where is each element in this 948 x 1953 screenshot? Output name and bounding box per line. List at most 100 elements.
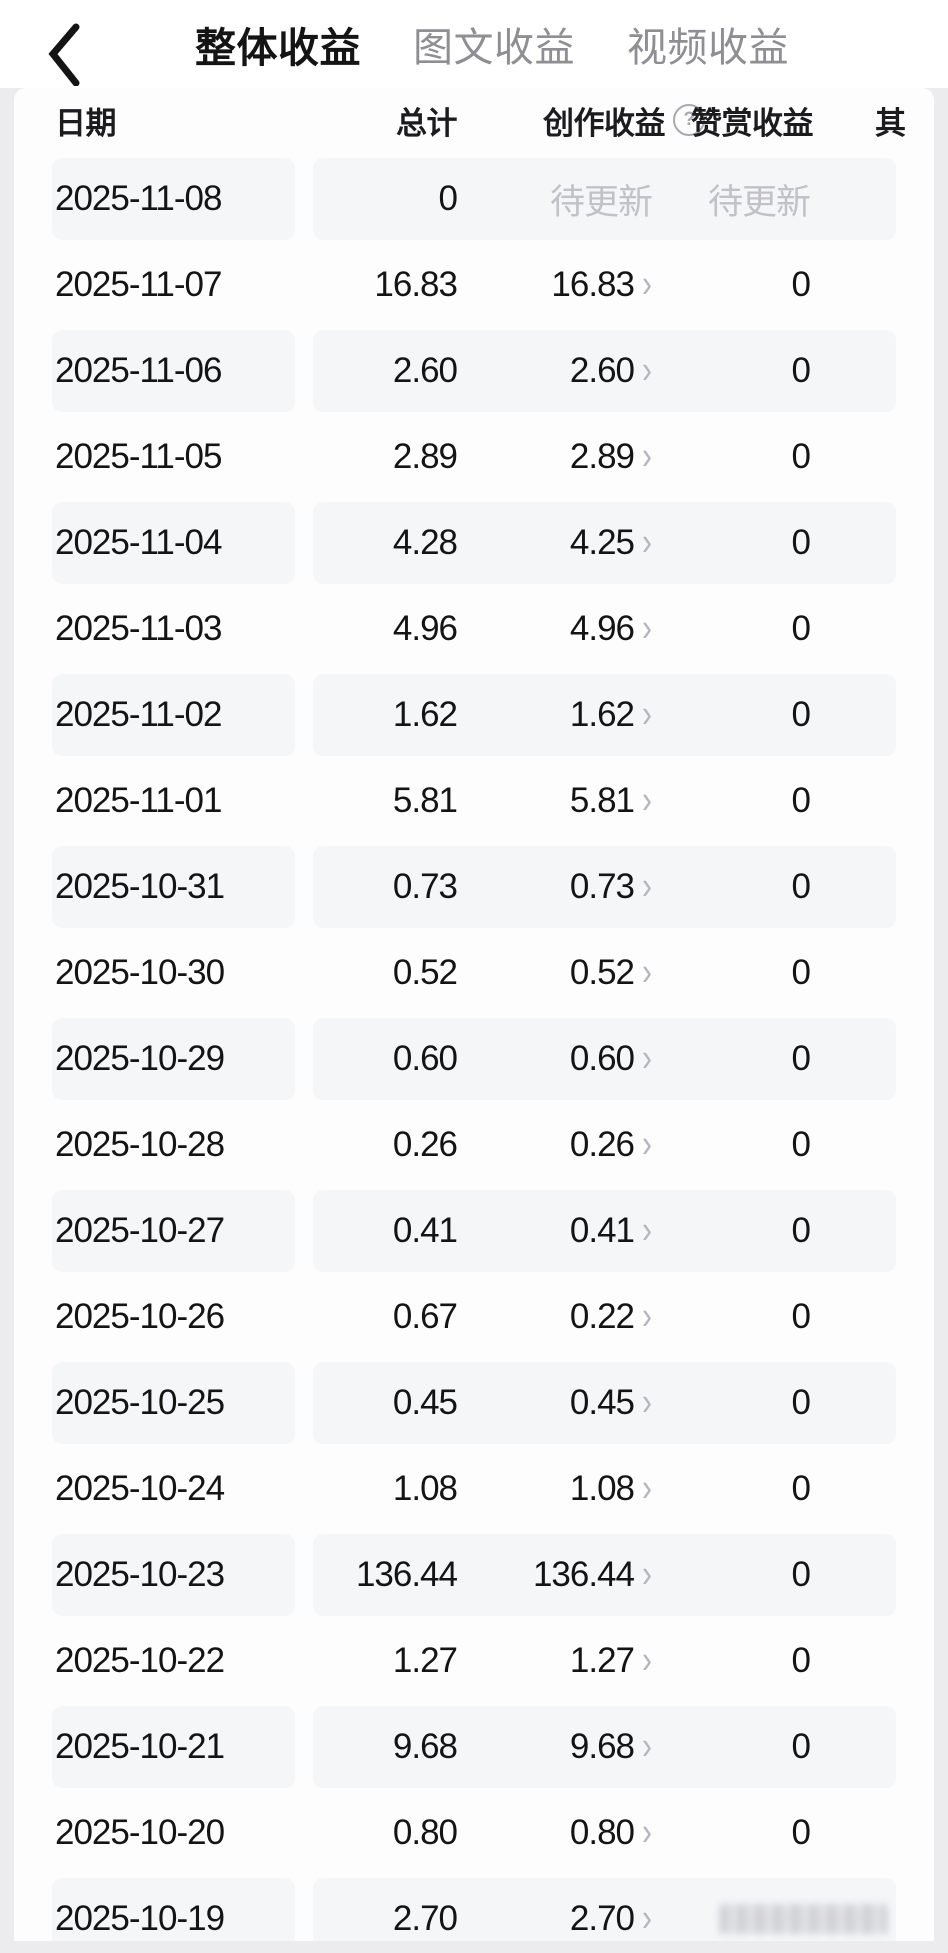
row-values-cell: 0.41 0.41 › 0 [313, 1190, 896, 1272]
table-row: 2025-10-24 1.08 1.08 › 0 [14, 1444, 934, 1530]
total-value: 5.81 [392, 781, 458, 820]
date-cell: 2025-10-24 [52, 1448, 295, 1530]
appreciation-value: 0 [791, 695, 811, 734]
total-value: 16.83 [374, 265, 458, 304]
creation-earnings-link[interactable]: 5.81 › [457, 781, 652, 821]
creation-value: 136.44 [532, 1555, 635, 1594]
creation-value: 2.60 [569, 351, 635, 390]
creation-earnings-link[interactable]: 1.27 › [457, 1641, 652, 1681]
appreciation-value: 0 [791, 867, 811, 906]
creation-value: 待更新 [549, 182, 653, 222]
creation-earnings-link[interactable]: 2.60 › [457, 351, 652, 391]
table-row: 2025-10-20 0.80 0.80 › 0 [14, 1788, 934, 1874]
creation-value: 0.73 [569, 867, 635, 906]
creation-earnings-link[interactable]: 0.41 › [457, 1211, 652, 1251]
row-date: 2025-10-23 [55, 1555, 225, 1594]
chevron-right-icon: › [642, 1810, 652, 1854]
chevron-right-icon: › [642, 692, 652, 736]
total-value: 9.68 [392, 1727, 458, 1766]
appreciation-value: 0 [791, 1727, 811, 1766]
creation-earnings-link[interactable]: 0.52 › [457, 953, 652, 993]
table-row: 2025-10-22 1.27 1.27 › 0 [14, 1616, 934, 1702]
appreciation-value: 0 [791, 953, 811, 992]
creation-earnings-link[interactable]: 0.80 › [457, 1813, 652, 1853]
date-cell: 2025-10-27 [52, 1190, 295, 1272]
table-row: 2025-11-01 5.81 5.81 › 0 [14, 756, 934, 842]
row-values-cell: 2.89 2.89 › 0 [313, 416, 896, 498]
row-date: 2025-10-27 [55, 1211, 225, 1250]
row-values-cell: 0.45 0.45 › 0 [313, 1362, 896, 1444]
date-cell: 2025-11-01 [52, 760, 295, 842]
date-cell: 2025-10-23 [52, 1534, 295, 1616]
table-row: 2025-11-03 4.96 4.96 › 0 [14, 584, 934, 670]
row-values-cell: 0.73 0.73 › 0 [313, 846, 896, 928]
creation-earnings-link[interactable]: 9.68 › [457, 1727, 652, 1767]
creation-value: 0.80 [569, 1813, 635, 1852]
date-cell: 2025-10-26 [52, 1276, 295, 1358]
total-value: 0.73 [392, 867, 458, 906]
chevron-right-icon: › [642, 1896, 652, 1940]
row-date: 2025-11-04 [55, 523, 222, 562]
total-value: 4.96 [392, 609, 458, 648]
total-value: 0.45 [392, 1383, 458, 1422]
chevron-left-icon [44, 22, 84, 89]
chevron-right-icon: › [642, 1122, 652, 1166]
column-header-other: 其 [875, 105, 906, 141]
table-row: 2025-10-21 9.68 9.68 › 0 [14, 1702, 934, 1788]
appreciation-value: 0 [791, 1125, 811, 1164]
row-values-cell: 4.28 4.25 › 0 [313, 502, 896, 584]
chevron-right-icon: › [642, 520, 652, 564]
creation-earnings-link[interactable]: 0.26 › [457, 1125, 652, 1165]
creation-earnings-link[interactable]: 2.89 › [457, 437, 652, 477]
total-value: 1.62 [392, 695, 458, 734]
chevron-right-icon: › [642, 1466, 652, 1510]
row-values-cell: 9.68 9.68 › 0 [313, 1706, 896, 1788]
date-cell: 2025-11-08 [52, 158, 295, 240]
appreciation-value: 0 [791, 351, 811, 390]
table-rows: 2025-11-08 0 待更新 › 待更新 2025-11-07 16.83 … [14, 154, 934, 1941]
row-values-cell: 136.44 136.44 › 0 [313, 1534, 896, 1616]
row-values-cell: 0.26 0.26 › 0 [313, 1104, 896, 1186]
creation-earnings-link[interactable]: 4.25 › [457, 523, 652, 563]
creation-earnings-link[interactable]: 4.96 › [457, 609, 652, 649]
date-cell: 2025-11-02 [52, 674, 295, 756]
creation-earnings-link[interactable]: 0.45 › [457, 1383, 652, 1423]
column-header-appreciation: 赞赏收益 [691, 105, 814, 141]
creation-earnings-link[interactable]: 0.22 › [457, 1297, 652, 1337]
creation-earnings-link[interactable]: 1.08 › [457, 1469, 652, 1509]
table-row: 2025-10-29 0.60 0.60 › 0 [14, 1014, 934, 1100]
row-values-cell: 4.96 4.96 › 0 [313, 588, 896, 670]
row-date: 2025-10-28 [55, 1125, 225, 1164]
creation-earnings-link[interactable]: 待更新 › [457, 174, 653, 225]
total-value: 0 [438, 179, 458, 218]
creation-value: 9.68 [569, 1727, 635, 1766]
appreciation-value: 0 [791, 1641, 811, 1680]
date-cell: 2025-11-07 [52, 244, 295, 326]
row-date: 2025-11-07 [55, 265, 222, 304]
tab-article-earnings[interactable]: 图文收益 [413, 26, 575, 70]
help-icon[interactable]: ? [673, 104, 705, 136]
creation-value: 16.83 [551, 265, 635, 304]
creation-earnings-link[interactable]: 1.62 › [457, 695, 652, 735]
appreciation-value: 0 [791, 265, 811, 304]
appreciation-value: 0 [791, 523, 811, 562]
row-values-cell: 1.08 1.08 › 0 [313, 1448, 896, 1530]
creation-value: 1.62 [569, 695, 635, 734]
back-button[interactable] [40, 22, 88, 88]
creation-earnings-link[interactable]: 0.60 › [457, 1039, 652, 1079]
tab-video-earnings[interactable]: 视频收益 [627, 26, 789, 70]
creation-earnings-link[interactable]: 0.73 › [457, 867, 652, 907]
appreciation-value: 0 [791, 609, 811, 648]
row-values-cell: 1.62 1.62 › 0 [313, 674, 896, 756]
row-date: 2025-10-22 [55, 1641, 225, 1680]
chevron-right-icon: › [642, 434, 652, 478]
row-date: 2025-11-05 [55, 437, 222, 476]
chevron-right-icon: › [642, 1638, 652, 1682]
creation-earnings-link[interactable]: 2.70 › [457, 1899, 652, 1939]
creation-value: 4.25 [569, 523, 635, 562]
tab-overall-earnings[interactable]: 整体收益 [195, 25, 361, 71]
date-cell: 2025-11-05 [52, 416, 295, 498]
creation-earnings-link[interactable]: 136.44 › [457, 1555, 652, 1595]
row-date: 2025-10-29 [55, 1039, 225, 1078]
creation-earnings-link[interactable]: 16.83 › [457, 265, 652, 305]
